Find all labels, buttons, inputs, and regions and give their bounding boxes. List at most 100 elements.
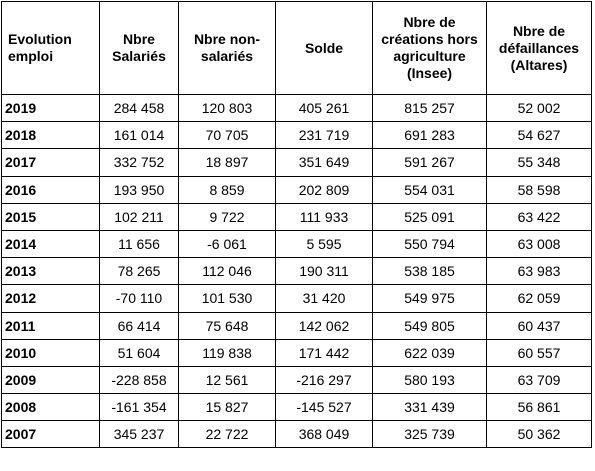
header-solde: Solde [275, 1, 373, 95]
table-row: 2018 161 014 70 705 231 719 691 283 54 627 [1, 121, 592, 150]
header-line: Evolution [8, 31, 72, 47]
year-cell: 2015 [1, 202, 100, 231]
year-cell: 2014 [1, 229, 100, 259]
header-line: emploi [8, 48, 54, 64]
non-salaries-cell: 22 722 [178, 420, 276, 449]
solde-cell: 111 933 [275, 202, 373, 231]
salaries-cell: -161 354 [99, 393, 179, 422]
year-cell: 2009 [1, 365, 100, 395]
salaries-cell: 332 752 [99, 148, 179, 177]
header-nbre-non-salaries: Nbre non-salariés [178, 1, 276, 95]
table-row: 2014 11 656 -6 061 5 595 550 794 63 008 [1, 229, 592, 259]
table-row: 2015 102 211 9 722 111 933 525 091 63 422 [1, 202, 592, 231]
header-line: Nbre non- [193, 31, 261, 47]
employment-table-container: Evolution emploi Nbre Salariés Nbre non-sala… [1, 1, 592, 449]
salaries-cell: 161 014 [99, 121, 179, 150]
header-line: Salariés [112, 48, 166, 64]
defaillances-cell: 63 983 [486, 257, 592, 286]
salaries-cell: 51 604 [99, 338, 179, 367]
solde-cell: 405 261 [275, 93, 373, 123]
creations-cell: 525 091 [372, 202, 487, 231]
year-cell: 2016 [1, 175, 100, 204]
salaries-cell: 345 237 [99, 420, 179, 449]
non-salaries-cell: 12 561 [178, 365, 276, 395]
header-line: (Altares) [510, 56, 568, 73]
defaillances-cell: 55 348 [486, 148, 592, 177]
header-line: salariés [200, 48, 254, 64]
creations-cell: 580 193 [372, 365, 487, 395]
year-cell: 2011 [1, 311, 100, 340]
defaillances-cell: 58 598 [486, 175, 592, 204]
salaries-cell: -70 110 [99, 284, 179, 313]
solde-cell: 190 311 [275, 257, 373, 286]
solde-cell: 142 062 [275, 311, 373, 340]
table-row: 2019 284 458 120 803 405 261 815 257 52 002 [1, 93, 592, 123]
defaillances-cell: 52 002 [486, 93, 592, 123]
non-salaries-cell: -6 061 [178, 229, 276, 259]
header-nbre-defaillances: Nbre de défaillances (Altares) [486, 1, 592, 95]
creations-cell: 549 805 [372, 311, 487, 340]
solde-cell: 31 420 [275, 284, 373, 313]
table-row: 2010 51 604 119 838 171 442 622 039 60 557 [1, 338, 592, 367]
non-salaries-cell: 119 838 [178, 338, 276, 367]
header-nbre-creations: Nbre de créations hors agriculture (Insee) [372, 1, 487, 95]
non-salaries-cell: 75 648 [178, 311, 276, 340]
salaries-cell: 284 458 [99, 93, 179, 123]
creations-cell: 550 794 [372, 229, 487, 259]
salaries-cell: 11 656 [99, 229, 179, 259]
creations-cell: 691 283 [372, 121, 487, 150]
solde-cell: 5 595 [275, 229, 373, 259]
table-row: 2008 -161 354 15 827 -145 527 331 439 56 861 [1, 393, 592, 422]
salaries-cell: -228 858 [99, 365, 179, 395]
year-cell: 2010 [1, 338, 100, 367]
defaillances-cell: 63 709 [486, 365, 592, 395]
header-line: Solde [304, 39, 344, 56]
creations-cell: 325 739 [372, 420, 487, 449]
solde-cell: 368 049 [275, 420, 373, 449]
defaillances-cell: 62 059 [486, 284, 592, 313]
defaillances-cell: 56 861 [486, 393, 592, 422]
defaillances-cell: 63 008 [486, 229, 592, 259]
header-line: créations hors [381, 31, 478, 47]
table-row: 2012 -70 110 101 530 31 420 549 975 62 059 [1, 284, 592, 313]
table-row: 2009 -228 858 12 561 -216 297 580 193 63 709 [1, 365, 592, 395]
defaillances-cell: 63 422 [486, 202, 592, 231]
table-row: 2017 332 752 18 897 351 649 591 267 55 348 [1, 148, 592, 177]
non-salaries-cell: 9 722 [178, 202, 276, 231]
header-line: (Insee) [406, 65, 453, 81]
header-line: Nbre de [403, 14, 456, 30]
solde-cell: -145 527 [275, 393, 373, 422]
year-cell: 2013 [1, 257, 100, 286]
salaries-cell: 78 265 [99, 257, 179, 286]
table-row: 2011 66 414 75 648 142 062 549 805 60 437 [1, 311, 592, 340]
solde-cell: 231 719 [275, 121, 373, 150]
year-cell: 2012 [1, 284, 100, 313]
non-salaries-cell: 18 897 [178, 148, 276, 177]
header-evolution-emploi: Evolution emploi [1, 1, 100, 95]
non-salaries-cell: 8 859 [178, 175, 276, 204]
non-salaries-cell: 15 827 [178, 393, 276, 422]
solde-cell: 351 649 [275, 148, 373, 177]
solde-cell: 202 809 [275, 175, 373, 204]
non-salaries-cell: 112 046 [178, 257, 276, 286]
header-row: Evolution emploi Nbre Salariés Nbre non-sala… [1, 1, 592, 95]
header-nbre-salaries: Nbre Salariés [99, 1, 179, 95]
table-header: Evolution emploi Nbre Salariés Nbre non-sala… [1, 1, 592, 95]
header-line: Nbre [123, 31, 155, 47]
year-cell: 2008 [1, 393, 100, 422]
table-row: 2016 193 950 8 859 202 809 554 031 58 598 [1, 175, 592, 204]
creations-cell: 549 975 [372, 284, 487, 313]
non-salaries-cell: 70 705 [178, 121, 276, 150]
creations-cell: 331 439 [372, 393, 487, 422]
year-cell: 2017 [1, 148, 100, 177]
non-salaries-cell: 120 803 [178, 93, 276, 123]
table-body: 2019 284 458 120 803 405 261 815 257 52 002 20… [1, 93, 592, 449]
non-salaries-cell: 101 530 [178, 284, 276, 313]
table-row: 2007 345 237 22 722 368 049 325 739 50 362 [1, 420, 592, 449]
salaries-cell: 66 414 [99, 311, 179, 340]
salaries-cell: 193 950 [99, 175, 179, 204]
year-cell: 2019 [1, 93, 100, 123]
creations-cell: 554 031 [372, 175, 487, 204]
employment-evolution-table: Evolution emploi Nbre Salariés Nbre non-sala… [1, 1, 592, 449]
creations-cell: 538 185 [372, 257, 487, 286]
